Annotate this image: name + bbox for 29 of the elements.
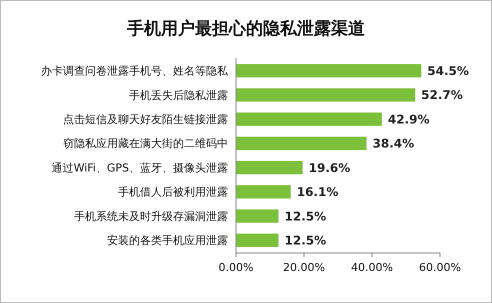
y-tick-label: 窃隐私应用藏在满大街的二维码中	[63, 137, 228, 150]
y-tick-label: 安装的各类手机应用泄露	[107, 234, 228, 248]
bar	[236, 88, 416, 102]
bar	[236, 160, 303, 174]
x-tick-label: 60.00%	[419, 261, 461, 274]
y-tick-label: 点击短信及聊天好友陌生链接泄露	[63, 113, 228, 126]
data-label: 16.1%	[296, 185, 338, 200]
y-tick-label: 手机系统未及时升级存漏洞泄露	[74, 210, 228, 223]
bar	[236, 136, 367, 150]
chart-title: 手机用户最担心的隐私泄露渠道	[126, 19, 365, 39]
bar	[236, 112, 382, 126]
data-label: 12.5%	[284, 209, 326, 224]
data-label: 38.4%	[372, 136, 414, 151]
data-label: 42.9%	[388, 112, 430, 126]
data-label: 52.7%	[421, 88, 463, 102]
bar	[236, 209, 278, 223]
y-tick-label: 通过WiFi、GPS、蓝牙、摄像头泄露	[52, 161, 228, 174]
bar	[236, 64, 422, 78]
y-tick-label: 手机借人后被利用泄露	[118, 186, 228, 199]
x-tick-label: 20.00%	[283, 261, 325, 274]
y-tick-label: 手机丢失后隐私泄露	[129, 88, 228, 102]
data-label: 12.5%	[284, 233, 326, 248]
data-label: 54.5%	[427, 64, 469, 78]
x-tick-label: 40.00%	[351, 261, 393, 274]
bar	[236, 234, 278, 247]
data-label: 19.6%	[308, 160, 350, 175]
x-tick-label: 0.00%	[218, 261, 254, 274]
bar	[236, 185, 291, 198]
y-tick-label: 办卡调查问卷泄露手机号、姓名等隐私	[41, 64, 229, 78]
